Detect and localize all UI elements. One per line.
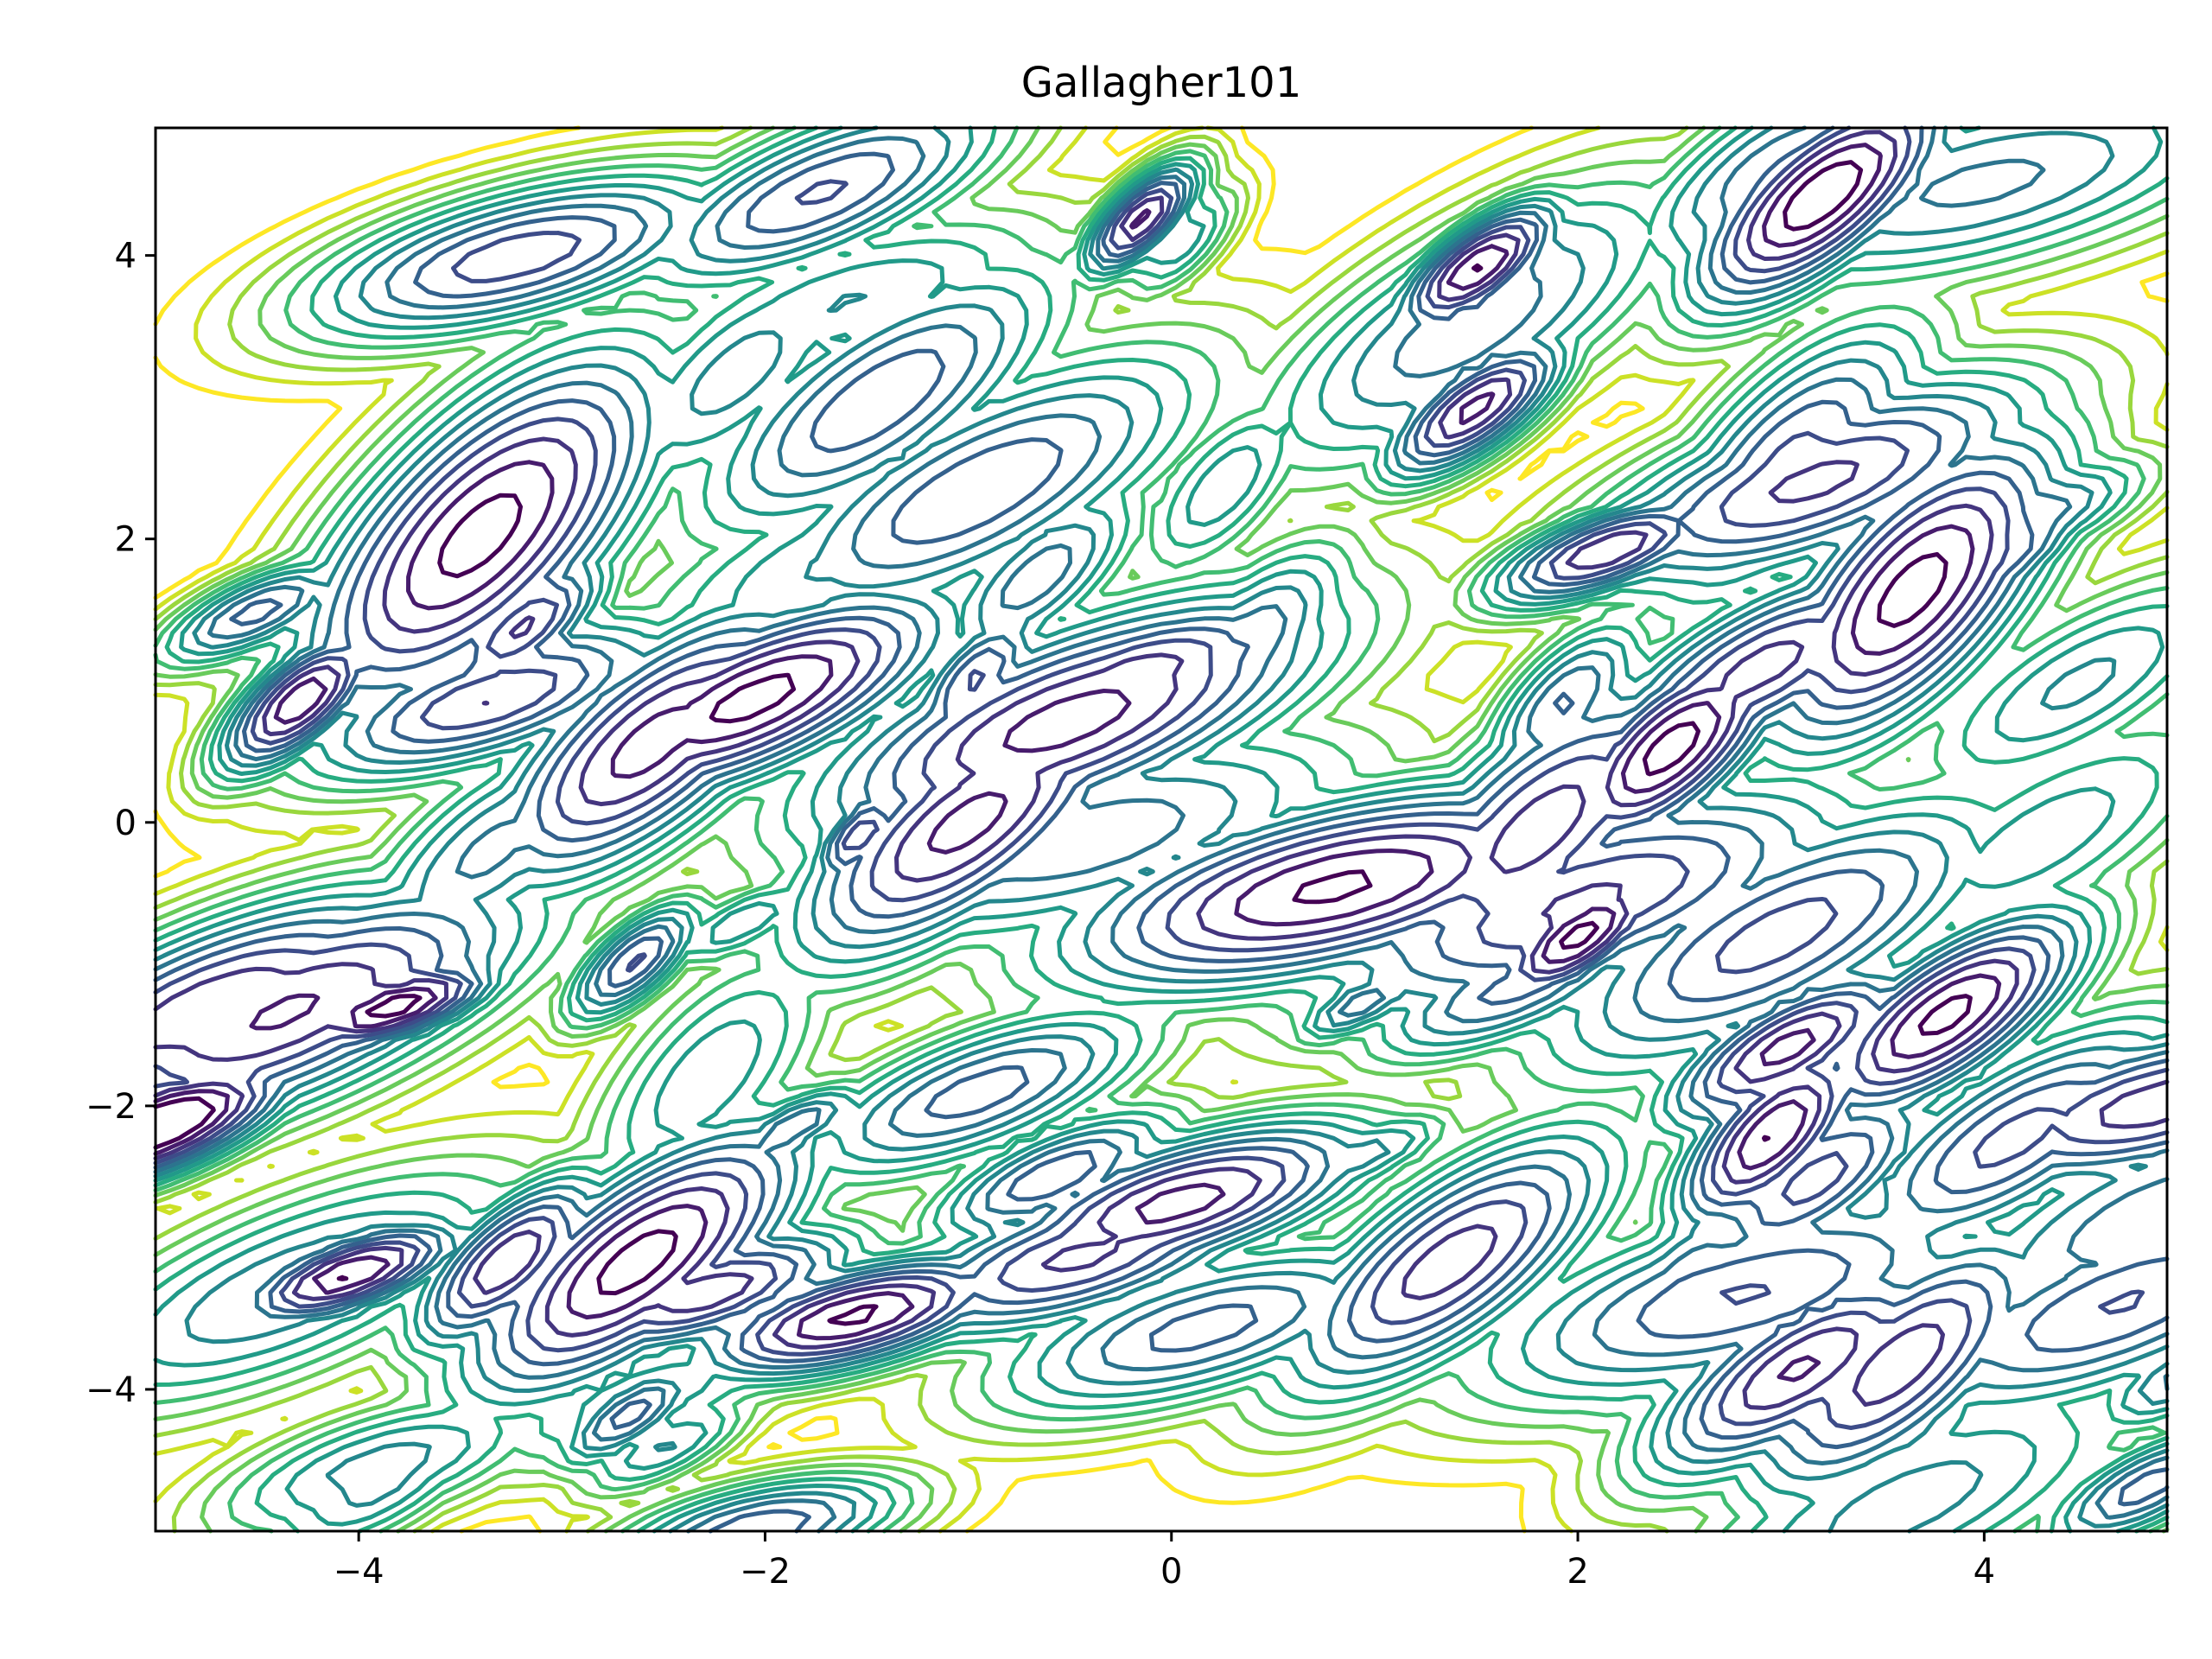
y-tick-label: −2 (86, 1087, 137, 1127)
contour-level-5 (156, 128, 2167, 1531)
plot-frame (156, 128, 2167, 1531)
y-tick-label: 2 (115, 520, 137, 560)
x-tick-label: 4 (1974, 1552, 1995, 1592)
contour-level-11 (156, 128, 2167, 1531)
contour-level-6 (156, 128, 2167, 1531)
x-tick-label: 2 (1567, 1552, 1588, 1592)
x-tick-label: −4 (334, 1552, 385, 1592)
y-tick-label: −4 (86, 1370, 137, 1410)
contour-level-7 (156, 128, 2167, 1531)
contour-level-14 (156, 128, 2167, 1531)
chart-title: Gallagher101 (1021, 59, 1301, 107)
y-axis: −4 −2 0 2 4 (86, 237, 156, 1410)
contour-level-8 (156, 128, 2167, 1531)
y-tick-label: 4 (115, 237, 137, 276)
contour-level-12 (156, 128, 2167, 1531)
x-tick-label: −2 (740, 1552, 791, 1592)
contour-lines (156, 128, 2167, 1531)
contour-level-10 (156, 128, 2167, 1531)
contour-level-13 (156, 128, 2167, 1531)
contour-level-9 (156, 128, 2167, 1531)
y-tick-label: 0 (115, 804, 137, 843)
x-tick-label: 0 (1160, 1552, 1182, 1592)
x-axis: −4 −2 0 2 4 (334, 1531, 1995, 1592)
